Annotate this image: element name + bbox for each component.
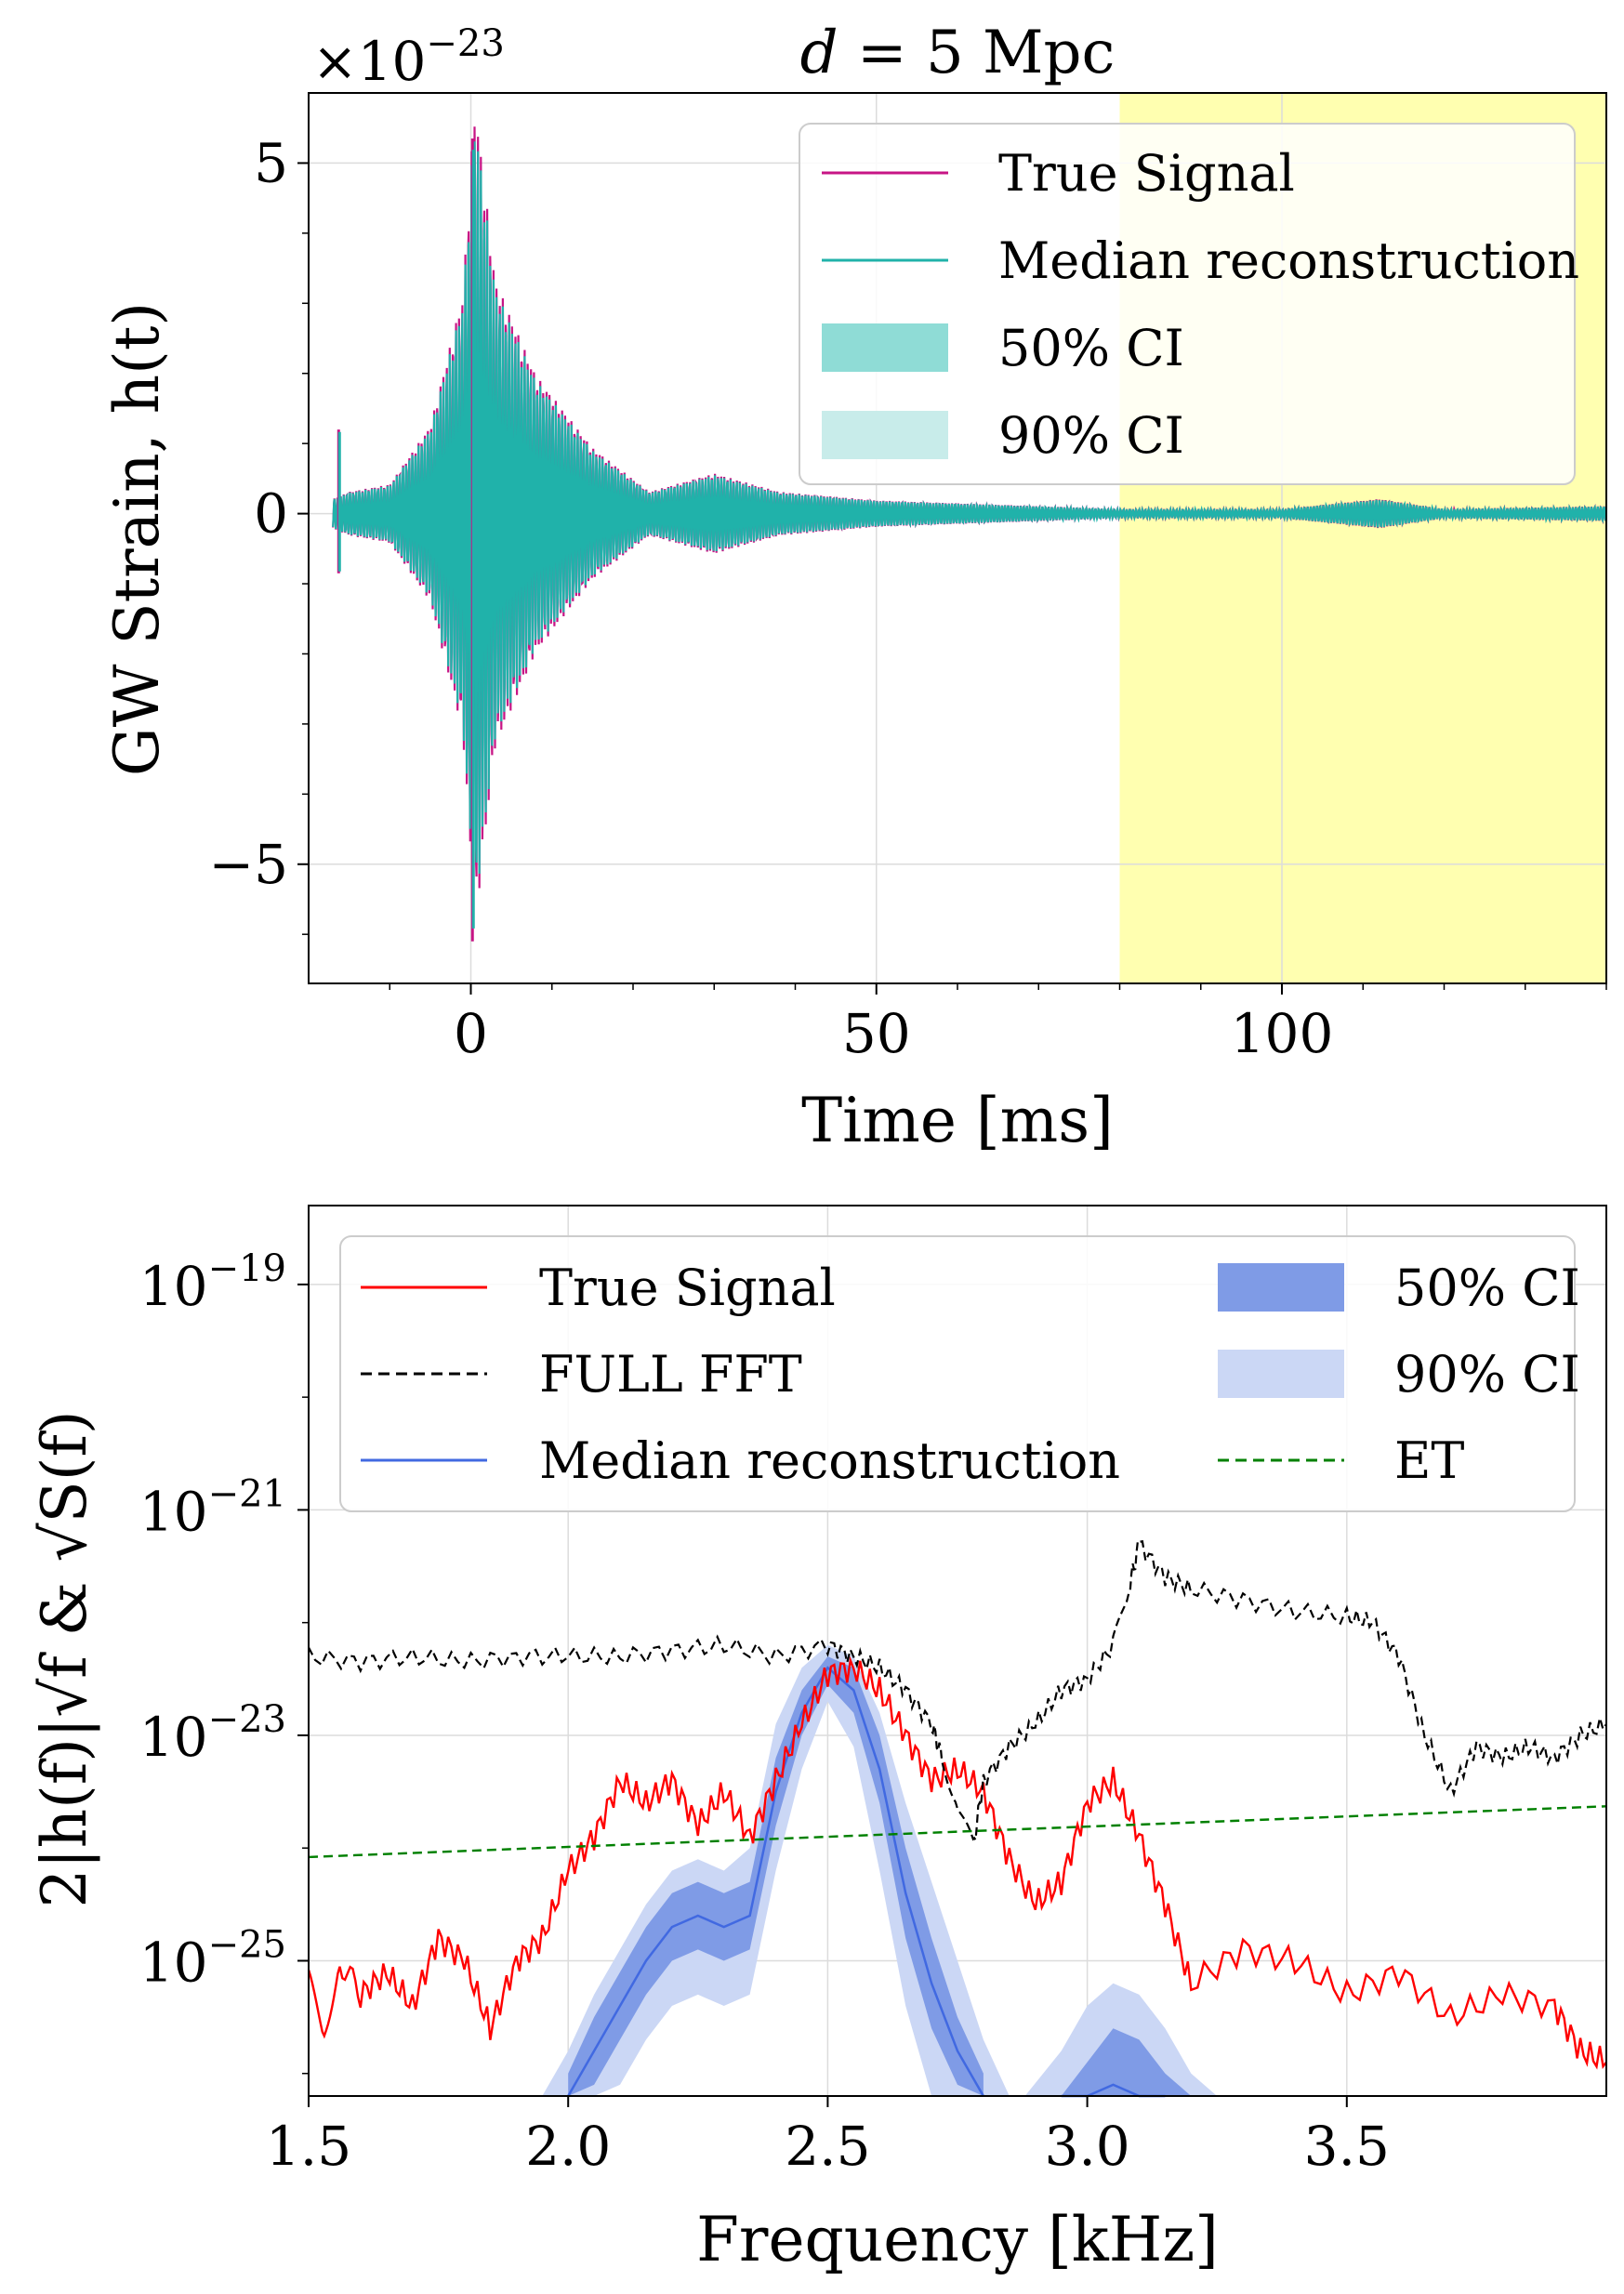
- top-xtick-label-2: 100: [1231, 1002, 1334, 1065]
- top-title: d = 5 Mpc: [800, 19, 1116, 87]
- et-sensitivity-line: [308, 1805, 1607, 1859]
- bottom-ytick-label-1: 10−21: [139, 1472, 286, 1543]
- top-legend-handle-3: [822, 411, 948, 459]
- bottom-ytick-exponent: −19: [208, 1247, 286, 1290]
- top-title-variable: d: [800, 19, 838, 87]
- bottom-legend-label-3: 50% CI: [1394, 1259, 1580, 1317]
- top-legend-handle-2: [822, 323, 948, 372]
- bottom-xtick-label-1: 2.0: [525, 2115, 611, 2178]
- top-ytick-label-2: −5: [209, 833, 289, 896]
- bottom-ytick-base: 10: [139, 1480, 208, 1543]
- bottom-xtick-label-4: 3.5: [1304, 2115, 1390, 2178]
- top-legend-box: [799, 123, 1576, 485]
- bottom-ylabel: 2|h(f)|√f & √S(f): [29, 1410, 100, 1907]
- top-offset-base: ×10: [312, 30, 426, 93]
- bottom-legend-label-4: 90% CI: [1394, 1345, 1580, 1404]
- ci50-band-secondary: [1061, 2028, 1192, 2096]
- bottom-ytick-base: 10: [139, 1931, 208, 1994]
- bottom-legend-label-5: ET: [1394, 1431, 1464, 1490]
- bottom-ytick-base: 10: [139, 1706, 208, 1769]
- bottom-ytick-label-0: 10−19: [139, 1247, 286, 1318]
- bottom-xtick-label-2: 2.5: [785, 2115, 870, 2178]
- top-offset-exponent: −23: [426, 22, 504, 65]
- top-title-unit: Mpc: [983, 19, 1115, 87]
- top-title-equals: = 5: [838, 19, 983, 87]
- bottom-ytick-base: 10: [139, 1255, 208, 1318]
- top-legend: True Signal Median reconstruction 50% CI 90…: [799, 123, 1579, 485]
- bottom-legend-label-0: True Signal: [539, 1259, 836, 1317]
- bottom-xtick-label-0: 1.5: [266, 2115, 351, 2178]
- bottom-xlabel: Frequency [kHz]: [696, 2204, 1219, 2275]
- top-ytick-label-1: 0: [254, 482, 288, 546]
- bottom-legend-handle-3: [1218, 1263, 1344, 1312]
- median-reconstruction-line: [567, 1666, 984, 2097]
- full-fft-line: [308, 1538, 1607, 1843]
- top-xtick-label-1: 50: [842, 1002, 911, 1065]
- top-ytick-label-0: 5: [254, 131, 288, 194]
- top-legend-label-2: 50% CI: [998, 319, 1184, 377]
- bottom-ytick-label-3: 10−25: [139, 1923, 286, 1994]
- top-xtick-label-0: 0: [454, 1002, 488, 1065]
- median-reconstruction-line: [332, 141, 1607, 882]
- bottom-ytick-label-2: 10−23: [139, 1698, 286, 1769]
- ci90-band: [542, 1644, 1010, 2096]
- bottom-ytick-exponent: −21: [208, 1472, 286, 1515]
- bottom-legend-label-1: FULL FFT: [539, 1345, 802, 1404]
- top-ylabel: GW Strain, h(t): [101, 302, 173, 776]
- bottom-axes-frame: [308, 1205, 1607, 2097]
- top-legend-label-0: True Signal: [998, 144, 1295, 203]
- bottom-legend: True Signal FULL FFT Median reconstruction…: [339, 1235, 1580, 1512]
- top-legend-label-1: Median reconstruction: [998, 231, 1579, 290]
- bottom-xtick-label-3: 3.0: [1044, 2115, 1129, 2178]
- bottom-ytick-exponent: −23: [208, 1698, 286, 1741]
- top-signal: [332, 126, 1607, 942]
- bottom-ytick-exponent: −25: [208, 1923, 286, 1966]
- top-xlabel: Time [ms]: [801, 1085, 1114, 1156]
- top-offset-label: ×10−23: [312, 22, 505, 93]
- top-legend-label-3: 90% CI: [998, 406, 1184, 465]
- bottom-legend-handle-4: [1218, 1350, 1344, 1398]
- true-signal-line: [307, 1655, 1607, 2070]
- bottom-legend-label-2: Median reconstruction: [539, 1431, 1120, 1490]
- bottom-series: [307, 1538, 1607, 2098]
